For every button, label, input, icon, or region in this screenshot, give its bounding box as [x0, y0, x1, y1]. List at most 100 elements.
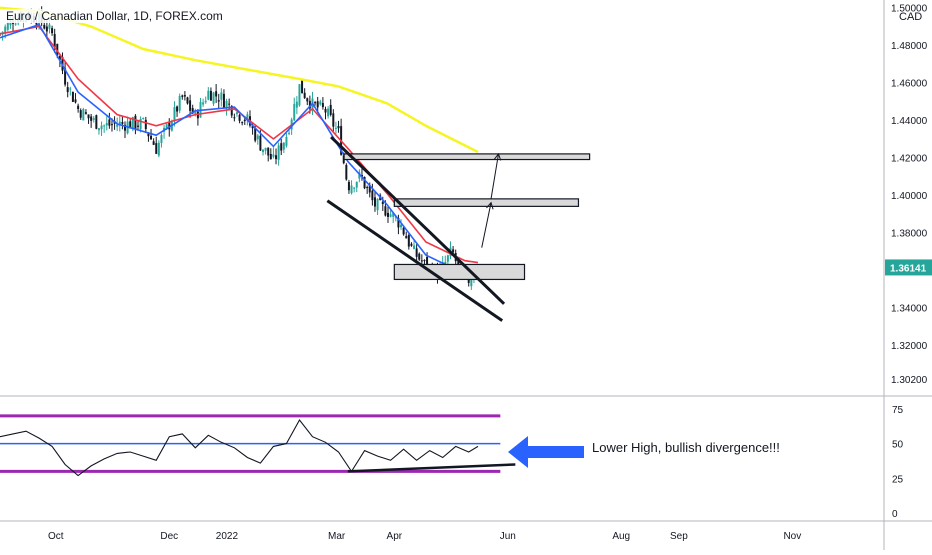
rsi-axis-tick: 75 [892, 405, 904, 416]
candle-body [84, 112, 87, 114]
target-arrow [490, 153, 499, 199]
candle-body [355, 181, 358, 188]
candle-body [327, 108, 330, 117]
candle-body [204, 100, 207, 103]
candle-body [319, 101, 322, 105]
target-arrow-head [493, 152, 502, 161]
candle-body [87, 114, 90, 119]
candle-body [386, 212, 389, 217]
candle-body [426, 256, 429, 271]
wedge-line [330, 135, 506, 305]
candle-body [321, 103, 324, 108]
candle-body [413, 245, 416, 249]
candle-body [230, 106, 233, 116]
time-axis-tick: Jun [500, 531, 516, 542]
candle-body [77, 105, 80, 110]
ema-slow-line [0, 25, 479, 264]
candle-body [12, 22, 15, 24]
candle-body [189, 100, 192, 111]
price-axis-tick: 1.40000 [891, 191, 928, 202]
annotation-arrow-icon [508, 436, 584, 468]
candle-body [303, 92, 306, 99]
candle-body [48, 24, 51, 29]
candle-body [202, 102, 205, 105]
candle-body [246, 114, 249, 120]
price-axis-tick: 1.42000 [891, 154, 928, 165]
candle-body [183, 95, 186, 97]
candle-body [251, 126, 254, 129]
candle-body [410, 243, 413, 246]
candle-body [181, 95, 184, 97]
candle-body [308, 100, 311, 109]
candle-body [35, 22, 38, 25]
rsi-line [0, 419, 479, 477]
candle-body [254, 128, 257, 141]
candle-body [314, 102, 317, 104]
price-zone [393, 198, 580, 207]
last-price-badge [885, 259, 932, 276]
price-axis-tick: 1.50000 [891, 4, 928, 15]
candle-body [345, 165, 348, 180]
candle-body [306, 98, 309, 102]
candle-body [6, 22, 9, 30]
candle-body [392, 212, 395, 217]
wedge-line [326, 199, 504, 322]
candle-body [243, 119, 246, 122]
candle-body [363, 176, 366, 189]
candle-body [147, 132, 150, 137]
candle-body [97, 128, 100, 131]
candle-body [137, 125, 140, 127]
candle-body [144, 119, 147, 130]
candle-body [4, 26, 7, 33]
candle-body [228, 103, 231, 105]
candle-body [295, 101, 298, 108]
rsi-axis-tick: 0 [892, 509, 898, 520]
candle-body [256, 135, 259, 140]
candle-body [43, 24, 46, 29]
price-axis-tick: 1.46000 [891, 79, 928, 90]
rsi-axis-tick: 25 [892, 474, 904, 485]
candle-body [233, 117, 236, 119]
candle-body [118, 121, 121, 126]
candle-body [337, 126, 340, 129]
price-axis-tick: 1.30200 [891, 375, 928, 386]
candle-body [402, 227, 405, 235]
candle-body [95, 115, 98, 129]
target-arrow [481, 202, 492, 248]
candle-body [131, 117, 134, 129]
candle-body [415, 248, 418, 257]
candle-body [235, 112, 238, 115]
candle-body [178, 96, 181, 111]
candle-body [381, 201, 384, 205]
candle-body [353, 187, 356, 189]
candle-body [423, 260, 426, 262]
ema-fast-line [0, 23, 479, 275]
time-axis-tick: Sep [670, 531, 688, 542]
candle-body [470, 279, 473, 287]
price-axis-tick: 1.48000 [891, 41, 928, 52]
candle-body [407, 235, 410, 247]
candle-body [241, 122, 244, 124]
candle-body [371, 190, 374, 201]
currency-label: CAD [899, 11, 923, 23]
candle-body [272, 154, 275, 157]
candle-body [267, 147, 270, 156]
candle-body [110, 124, 113, 126]
price-axis-tick: 1.38000 [891, 229, 928, 240]
candle-body [58, 55, 61, 60]
candle-body [103, 125, 106, 127]
candle-body [262, 149, 265, 153]
candle-body [358, 172, 361, 179]
candle-body [212, 92, 215, 104]
time-axis-tick: Apr [387, 531, 403, 542]
candle-body [51, 28, 54, 34]
candle-body [298, 84, 301, 106]
time-axis-tick: Mar [328, 531, 346, 542]
candle-body [53, 33, 56, 48]
candle-body [191, 108, 194, 114]
candle-body [269, 153, 272, 160]
candle-body [69, 88, 72, 90]
candle-body [150, 135, 153, 140]
